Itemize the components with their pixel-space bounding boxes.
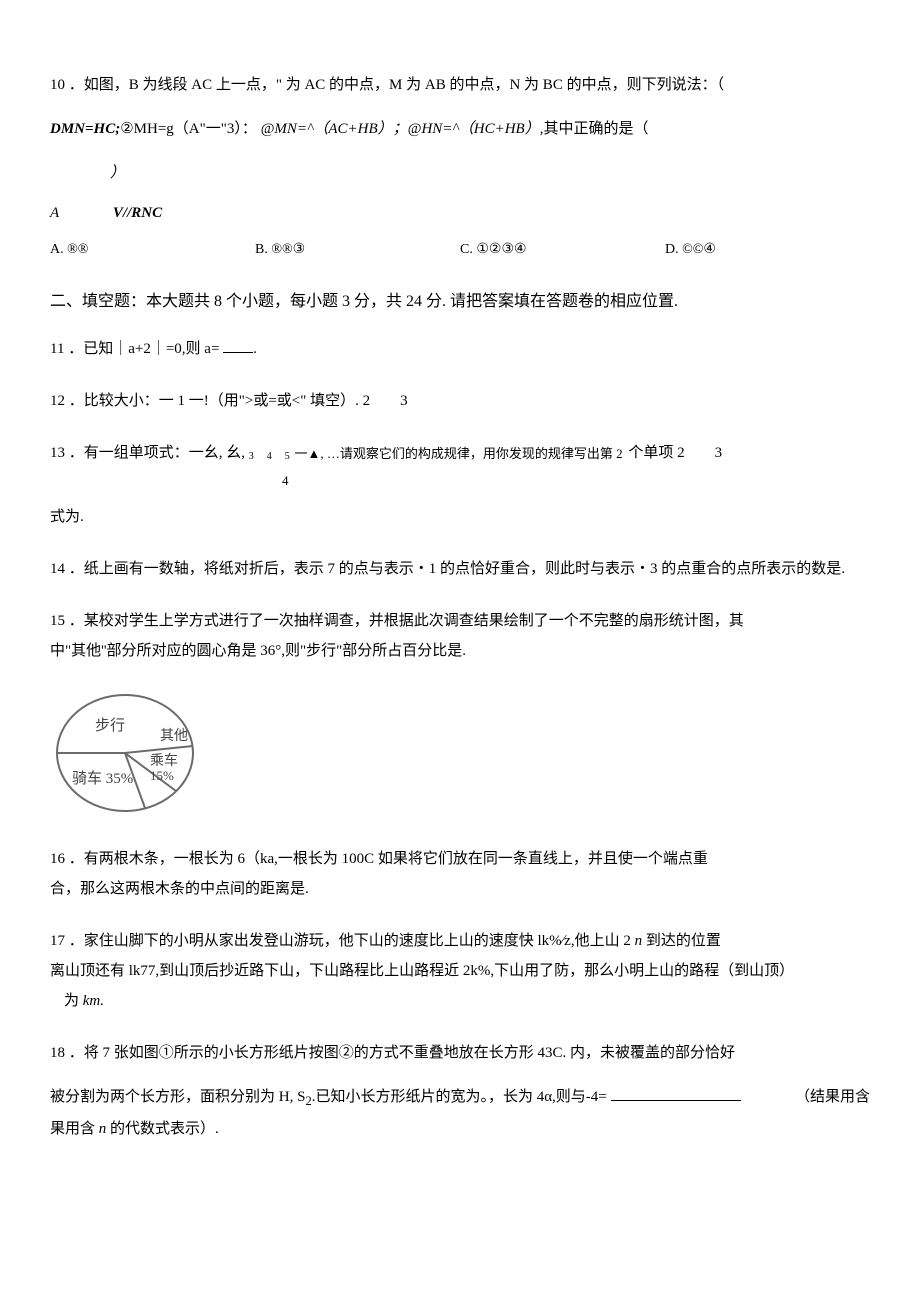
pie-other-label: 其他: [160, 728, 188, 744]
q16-text2: 合，那么这两根木条的中点间的距离是.: [50, 874, 870, 904]
q15-text2: 中"其他''部分所对应的圆心角是 36°,则"步行"部分所占百分比是.: [50, 636, 870, 666]
q10-close: ）: [50, 158, 870, 188]
question-11: 11 ．已知｜a+2｜=0,则 a= .: [50, 334, 870, 364]
question-18: 18 ．将 7 张如图①所示的小长方形纸片按图②的方式不重叠地放在长方形 43C…: [50, 1038, 870, 1144]
q13-text1: ．有一组单项式：一幺, 幺,: [69, 445, 245, 461]
q10-opt-a: A. ®®: [50, 236, 255, 264]
pie-walk-label: 步行: [95, 717, 125, 734]
question-16: 16 ．有两根木条，一根长为 6（ka,一根长为 100C 如果将它们放在同一条…: [50, 844, 870, 904]
q17-text3: 为: [64, 993, 83, 1009]
q10-num: 10: [50, 77, 65, 93]
pie-bike-label: 骑车 35%: [72, 770, 133, 787]
q18-tail: （结果用含: [795, 1089, 870, 1105]
q18-text2b: .已知小长方形纸片的宽为。，长为 4α,则与-4=: [312, 1089, 607, 1105]
q10-options: A. ®® B. ®®③ C. ①②③④ D. ©©④: [50, 236, 870, 264]
q17-text1b: 到达的位置: [642, 933, 721, 949]
q13-frac: 一▲, …请观察它们的构成规律，用你发现的规律写出第 2: [293, 441, 625, 467]
question-14: 14 ．纸上画有一数轴，将纸对折后，表示 7 的点与表示・1 的点恰好重合，则此…: [50, 554, 870, 584]
q14-text: ．纸上画有一数轴，将纸对折后，表示 7 的点与表示・1 的点恰好重合，则此时与表…: [69, 561, 845, 577]
pie-bus-label: 乘车: [150, 752, 178, 769]
pie-svg: 步行 其他 乘车 15% 骑车 35%: [50, 688, 210, 818]
q13-sup1: 3: [249, 447, 254, 467]
q13-sup3: 5: [285, 447, 290, 467]
q12-num: 12: [50, 393, 65, 409]
question-13: 13 ．有一组单项式：一幺, 幺, 3 4 5 一▲, …请观察它们的构成规律，…: [50, 438, 870, 532]
q10-formula1: DMN=HC;: [50, 121, 120, 137]
q14-num: 14: [50, 561, 65, 577]
q18-text2: 被分割为两个长方形，面积分别为 H, S: [50, 1089, 305, 1105]
q18-blank: [611, 1086, 741, 1101]
q12-text: ．比较大小：一 1 一!（用">或=或<" 填空）. 2 3: [69, 393, 408, 409]
q17-km: km.: [83, 993, 104, 1009]
q17-text1: ．家住山脚下的小明从家出发登山游玩，他下山的速度比上山的速度快 lk%∕z,他上…: [69, 933, 635, 949]
pie-chart: 步行 其他 乘车 15% 骑车 35%: [50, 688, 870, 830]
q15-text1: ．某校对学生上学方式进行了一次抽样调查，并根据此次调查结果绘制了一个不完整的扇形…: [69, 613, 744, 629]
q13-num: 13: [50, 445, 65, 461]
q18-num: 18: [50, 1045, 65, 1061]
q13-sup2: 4: [267, 447, 272, 467]
q15-num: 15: [50, 613, 65, 629]
q18-text1: ．将 7 张如图①所示的小长方形纸片按图②的方式不重叠地放在长方形 43C. 内…: [69, 1045, 735, 1061]
section-2-title: 二、填空题：本大题共 8 个小题，每小题 3 分，共 24 分. 请把答案填在答…: [50, 286, 870, 318]
question-12: 12 ．比较大小：一 1 一!（用">或=或<" 填空）. 2 3: [50, 386, 870, 416]
q13-line2: 式为.: [50, 502, 870, 532]
q11-num: 11: [50, 341, 64, 357]
q18-tail2: 的代数式表示）.: [106, 1121, 219, 1137]
q11-blank: [223, 338, 253, 353]
q13-tail: 个单项 2 3: [628, 445, 722, 461]
q10-line2a: A: [50, 205, 59, 221]
pie-bus-pct: 15%: [150, 768, 174, 783]
q16-num: 16: [50, 851, 65, 867]
q10-line2b: V//RNC: [113, 205, 162, 221]
q10-text3: ,其中正确的是（: [540, 121, 649, 137]
q10-formula2: @MN=^（AC+HB）；@HN=^（HC+HB）: [261, 121, 540, 137]
q17-text2: 离山顶还有 lk77,到山顶后抄近路下山，下山路程比上山路程近 2k%,下山用了…: [50, 956, 870, 986]
q17-num: 17: [50, 933, 65, 949]
q18-tail1: 果用含: [50, 1121, 99, 1137]
question-10: 10 ．如图，B 为线段 AC 上一点，" 为 AC 的中点，M 为 AB 的中…: [50, 70, 870, 264]
question-17: 17 ．家住山脚下的小明从家出发登山游玩，他下山的速度比上山的速度快 lk%∕z…: [50, 926, 870, 1016]
question-15: 15 ．某校对学生上学方式进行了一次抽样调查，并根据此次调查结果绘制了一个不完整…: [50, 606, 870, 666]
q10-text2: ②MH=g（A"一"3）：: [120, 121, 257, 137]
q16-text1: ．有两根木条，一根长为 6（ka,一根长为 100C 如果将它们放在同一条直线上…: [69, 851, 708, 867]
q17-n: n: [635, 933, 643, 949]
q11-text: ．已知｜a+2｜=0,则 a=: [68, 341, 219, 357]
q10-opt-d: D. ©©④: [665, 236, 870, 264]
q13-denom: 4: [50, 468, 870, 494]
q10-text1: ．如图，B 为线段 AC 上一点，" 为 AC 的中点，M 为 AB 的中点，N…: [69, 77, 724, 93]
q10-opt-c: C. ①②③④: [460, 236, 665, 264]
q10-opt-b: B. ®®③: [255, 236, 460, 264]
